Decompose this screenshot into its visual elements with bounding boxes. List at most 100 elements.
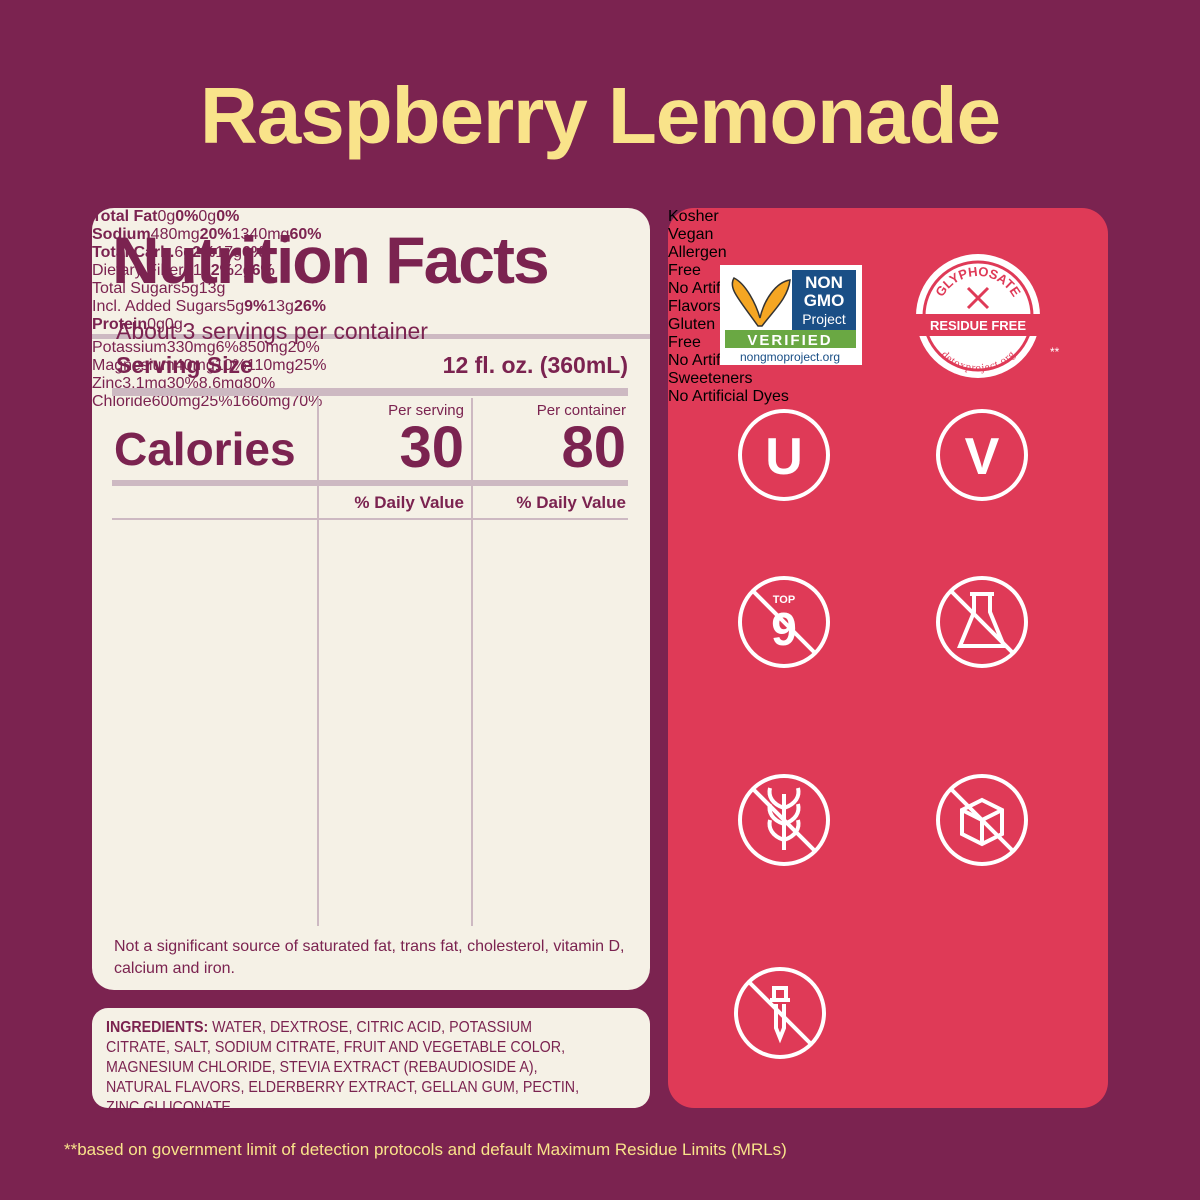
calories-container: 80: [561, 415, 626, 480]
calories-serving: 30: [399, 415, 464, 480]
amount-container: 1340mg: [231, 226, 290, 243]
nutrient-name: Protein: [92, 316, 148, 333]
cube: [960, 797, 1004, 847]
claim-line: Kosher: [668, 208, 719, 225]
amount-container: 110mg: [246, 357, 295, 374]
nutrient-row: Potassium330mg6%850mg20%: [92, 339, 650, 357]
divider: [112, 518, 628, 520]
claim-line: Flavors: [668, 298, 721, 315]
dv-serving: 10%: [214, 357, 247, 374]
nutrient-row: Total Carb.6g2%17g6%: [92, 244, 650, 262]
per-container-label: Per container: [536, 402, 626, 419]
amount-serving: 480mg: [150, 226, 200, 243]
dv-container: 80%: [243, 375, 276, 392]
dye-icon: [734, 967, 826, 1059]
column-line: [317, 398, 319, 926]
daily-value-label: % Daily Value: [516, 493, 626, 512]
vegan-symbol: V: [965, 428, 1000, 486]
sweetener-icon: [936, 774, 1028, 866]
claim-label: Gluten Free: [668, 316, 868, 352]
nutrient-name: Sodium: [92, 226, 151, 243]
nutrient-rows: Total Fat0g0%0g0% Sodium480mg20%1340mg60%…: [92, 208, 650, 411]
flavor-icon: [936, 576, 1028, 668]
flask: [957, 592, 1007, 648]
amount-serving: 600mg: [151, 393, 201, 410]
amount-serving: 5g: [180, 280, 199, 297]
dv-serving: 30%: [166, 375, 199, 392]
claim-line: No Artificial Dyes: [668, 388, 789, 405]
amount-serving: 6g: [174, 244, 193, 261]
nutrient-row: Zinc3.1mg30%8.6mg80%: [92, 375, 650, 393]
slash: [751, 589, 817, 655]
nutrient-row: Chloride600mg25%1660mg70%: [92, 393, 650, 411]
amount-serving: 40mg: [174, 357, 215, 374]
slash: [747, 980, 813, 1046]
dv-serving: 0%: [175, 208, 199, 225]
nutrient-name: Potassium: [92, 339, 167, 356]
butterfly-icon: [731, 277, 791, 327]
claim-line: Sweeteners: [668, 370, 753, 387]
amount-serving: 5g: [226, 298, 245, 315]
nutrition-panel: Nutrition Facts About 3 servings per con…: [92, 208, 650, 990]
logo-text: GMO: [804, 291, 845, 310]
amount-container: 13g: [267, 298, 294, 315]
claim-label: Allergen Free: [668, 244, 868, 280]
nutrient-name: Magnesium: [92, 357, 175, 374]
logo-text: VERIFIED: [747, 332, 832, 349]
claim-line: Free: [668, 262, 701, 279]
dv-container: 0%: [216, 208, 240, 225]
dv-container: 70%: [290, 393, 323, 410]
serving-size: 12 fl. oz. (360mL): [442, 352, 628, 378]
wheat: [767, 787, 801, 850]
nutrition-footnote: Not a significant source of saturated fa…: [114, 938, 625, 977]
amount-serving: 0g: [147, 316, 165, 333]
per-serving-label: Per serving: [388, 402, 464, 419]
nutrient-row: Total Sugars5g13g: [92, 280, 650, 298]
nutrient-name: Total Fat: [92, 208, 158, 225]
claim-line: Free: [668, 334, 701, 351]
divider: [112, 480, 628, 486]
nutrient-name: Incl. Added Sugars: [92, 298, 227, 315]
dv-serving: 20%: [199, 226, 232, 243]
claim-label: No Artificial Dyes: [668, 388, 928, 406]
dv-container: 26%: [293, 298, 326, 315]
claim-line: Allergen: [668, 244, 727, 261]
nutrient-name: Chloride: [92, 393, 152, 410]
nutrient-row: Total Fat0g0%0g0%: [92, 208, 650, 226]
dv-serving: 6%: [215, 339, 239, 356]
logo-band: [725, 330, 856, 348]
nutrient-row: Sodium480mg20%1340mg60%: [92, 226, 650, 244]
amount-container: 17g: [215, 244, 242, 261]
logo-text: nongmoproject.org: [740, 350, 840, 364]
gluten-icon: [738, 774, 830, 866]
amount-serving: 330mg: [166, 339, 216, 356]
allergen-symbol: 9: [771, 603, 797, 655]
amount-container: 8.6mg: [198, 375, 244, 392]
claim-label: Kosher: [668, 208, 868, 226]
column-line: [471, 398, 473, 926]
dv-serving: 9%: [244, 298, 268, 315]
nutrient-row: Dietary Fiber<1g2%2g6%: [92, 262, 650, 280]
kosher-symbol: U: [765, 428, 803, 486]
claims-art: NON GMO Project VERIFIED nongmoproject.o…: [720, 254, 1060, 1059]
logo-mark: **: [1050, 345, 1060, 359]
amount-container: 0g: [164, 316, 183, 333]
ingredients-panel: INGREDIENTS: WATER, DEXTROSE, CITRIC ACI…: [92, 1008, 650, 1116]
daily-value-label: % Daily Value: [354, 493, 464, 512]
dv-container: 25%: [294, 357, 327, 374]
dropper: [770, 986, 790, 1044]
amount-serving: 3.1mg: [122, 375, 167, 392]
dv-container: 20%: [287, 339, 320, 356]
nutrient-name: Dietary Fiber: [92, 262, 184, 279]
product-title: Raspberry Lemonade: [199, 71, 1001, 160]
nutrient-row: Magnesium40mg10%110mg25%: [92, 357, 650, 375]
amount-container: 0g: [198, 208, 217, 225]
servings: About 3 servings per container: [116, 318, 428, 344]
serving-size-label: Serving Size: [116, 352, 253, 378]
logo-text: NON: [805, 273, 843, 292]
logo-icon: [966, 286, 990, 310]
ingredients-label: INGREDIENTS:: [106, 1019, 209, 1036]
nutrient-name: Total Carb.: [92, 244, 175, 261]
divider: [112, 388, 628, 396]
dv-container: 6%: [242, 244, 266, 261]
